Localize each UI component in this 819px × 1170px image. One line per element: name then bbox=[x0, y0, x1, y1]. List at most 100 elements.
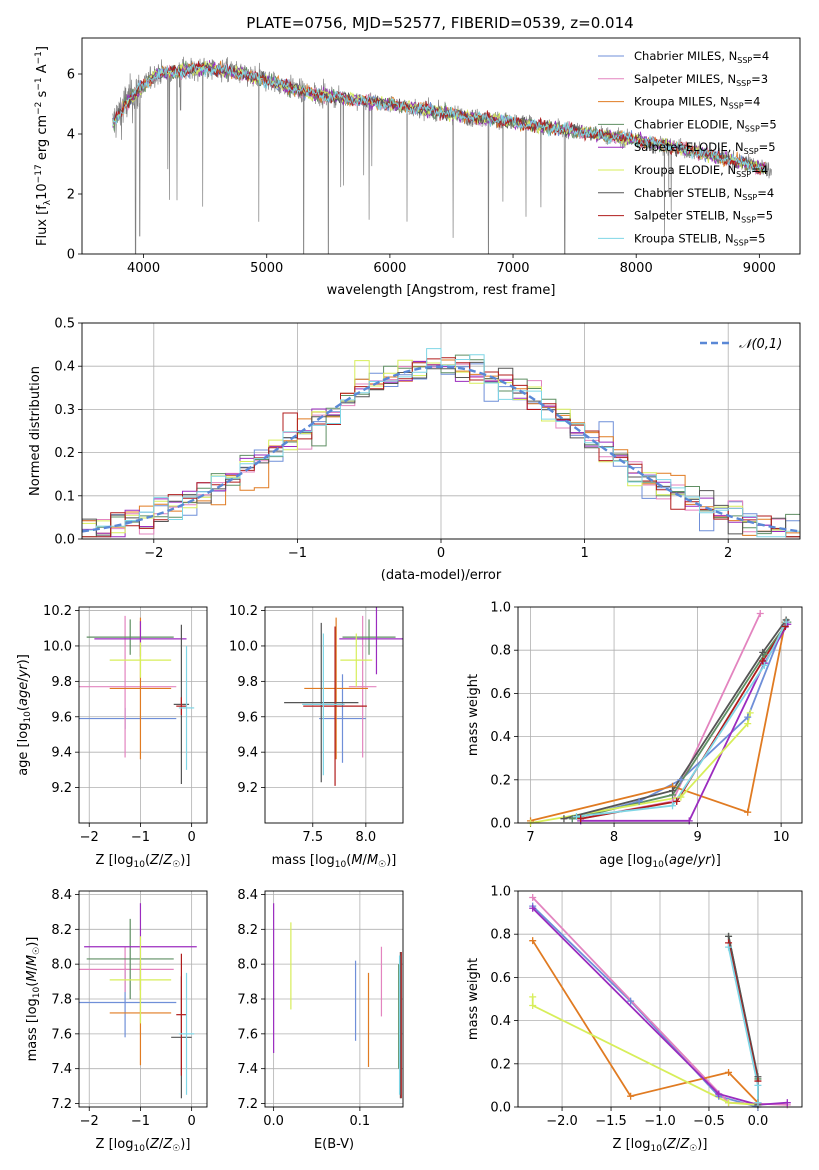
figure-title: PLATE=0756, MJD=52577, FIBERID=0539, z=0… bbox=[246, 14, 633, 32]
weight-marker-1-2 bbox=[756, 609, 764, 617]
plot-area bbox=[82, 348, 800, 538]
y-tick-label: 9.8 bbox=[51, 675, 72, 690]
y-tick-label: 7.2 bbox=[237, 1097, 258, 1112]
label-part: ☉ bbox=[172, 1144, 180, 1154]
y-tick-label: 8.4 bbox=[237, 888, 258, 903]
normal-reference-line bbox=[82, 365, 800, 533]
x-axis-label: (data-model)/error bbox=[381, 568, 502, 583]
weight-line-5 bbox=[531, 996, 758, 1106]
label-part: ☉ bbox=[689, 1144, 697, 1154]
y-tick-label: 8.0 bbox=[237, 958, 258, 973]
y-tick-label: 7.2 bbox=[51, 1097, 72, 1112]
weight-marker-5-1 bbox=[529, 1001, 537, 1009]
x-tick-label: 9 bbox=[693, 830, 701, 845]
x-tick-label: −1.5 bbox=[595, 1114, 627, 1129]
label-part: N bbox=[732, 209, 741, 223]
histogram-step-8 bbox=[82, 348, 800, 538]
label-part: age [log bbox=[599, 853, 652, 868]
x-tick-label: 5000 bbox=[250, 261, 283, 276]
label-part: N bbox=[735, 140, 744, 154]
label-part: A bbox=[35, 64, 50, 77]
x-axis-label: E(B-V) bbox=[314, 1137, 354, 1152]
weight-marker-8-1 bbox=[754, 1081, 762, 1089]
label-part: 10 bbox=[23, 711, 33, 723]
chart-mass-vs-ebv: 0.0 0.1 7.2 7.4 7.6 7.8 8.0 8.2 8.4 E(B-V) bbox=[237, 888, 404, 1152]
x-tick-label: −0.5 bbox=[693, 1114, 725, 1129]
chart-age-vs-z: −2 −1 09.29.49.69.810.010.2Z [log10(Z/Z☉)]… bbox=[16, 604, 208, 870]
label-part: ( bbox=[662, 1137, 667, 1152]
y-tick-label: 0.4 bbox=[54, 360, 75, 375]
y-tick-label: 2 bbox=[67, 188, 75, 203]
label-part: / bbox=[676, 1137, 681, 1152]
chart-weight-vs-z: −2.0 −1.5 −1.0 −0.5 0.0 0.0 0.2 0.4 0.6 0.8 1.0 mas… bbox=[466, 885, 803, 1154]
label-part: SSP bbox=[745, 124, 760, 133]
label-part: Salpeter MILES, bbox=[634, 72, 727, 86]
y-tick-label: 0.4 bbox=[490, 1014, 511, 1029]
y-axis-label: age [log10(age/yr)] bbox=[16, 654, 33, 776]
chart-residuals: −2 −1 0 1 2 0.0 0.1 0.2 0.3 0.4 0.5 𝒩(0,1) (data-mod… bbox=[28, 317, 801, 583]
label-part: Z bbox=[149, 1137, 160, 1152]
y-tick-label: 0.2 bbox=[490, 1057, 511, 1072]
x-tick-label: 0 bbox=[187, 830, 195, 845]
label-part: / bbox=[363, 853, 368, 868]
label-part: −1 bbox=[34, 77, 44, 90]
weight-marker-2-0 bbox=[529, 937, 537, 945]
label-part: 10 bbox=[32, 986, 42, 998]
label-part: ☉ bbox=[172, 860, 180, 870]
label-part: =4 bbox=[752, 49, 769, 63]
label-part: N bbox=[725, 231, 734, 245]
x-axis-label: Z [log10(Z/Z☉)] bbox=[613, 1137, 708, 1154]
label-part: λ bbox=[43, 199, 53, 205]
weight-marker-8-0 bbox=[725, 943, 733, 951]
label-part: SSP bbox=[741, 216, 756, 225]
legend-entry-5: Kroupa ELODIE, NSSP=4 bbox=[634, 163, 768, 179]
label-part: )] bbox=[697, 1137, 707, 1152]
label-part: s bbox=[35, 90, 50, 101]
axes-frame bbox=[517, 890, 803, 1108]
label-part: N bbox=[720, 95, 729, 109]
y-tick-label: 8.2 bbox=[51, 923, 72, 938]
label-part: )] bbox=[16, 654, 31, 664]
label-part: 10 bbox=[652, 860, 664, 870]
y-tick-label: 0.0 bbox=[54, 533, 75, 548]
y-tick-label: 8.2 bbox=[237, 923, 258, 938]
weight-line-8 bbox=[576, 621, 787, 818]
y-tick-label: 0.2 bbox=[490, 773, 511, 788]
x-tick-label: 0 bbox=[187, 1114, 195, 1129]
label-part: Z [log bbox=[96, 1137, 134, 1152]
y-axis-label: mass [log10(M/M☉)] bbox=[25, 937, 42, 1062]
y-tick-label: 0.8 bbox=[490, 928, 511, 943]
label-part: =4 bbox=[751, 163, 768, 177]
axes-frame bbox=[81, 37, 801, 255]
x-tick-label: 1 bbox=[580, 546, 588, 561]
label-part: Kroupa STELIB, bbox=[634, 231, 725, 245]
label-part: N bbox=[727, 72, 736, 86]
label-part: 10 bbox=[650, 1144, 662, 1154]
label-part: =3 bbox=[751, 72, 768, 86]
label-part: / bbox=[159, 1137, 164, 1152]
weight-line-5 bbox=[530, 712, 752, 823]
weight-marker-4-0 bbox=[529, 904, 537, 912]
weight-line-8 bbox=[727, 947, 759, 1103]
y-tick-label: 10.0 bbox=[43, 639, 72, 654]
label-part: Z bbox=[666, 1137, 677, 1152]
weight-marker-3-0 bbox=[568, 815, 576, 823]
x-tick-label: −1 bbox=[131, 830, 150, 845]
weight-marker-4-3 bbox=[783, 1099, 791, 1107]
label-part: / bbox=[25, 965, 40, 970]
label-part: M bbox=[351, 853, 362, 868]
label-part: erg cm bbox=[35, 115, 50, 164]
weight-marker-6-1 bbox=[669, 787, 677, 795]
y-tick-label: 10.2 bbox=[43, 604, 72, 619]
legend-entry-8: Kroupa STELIB, NSSP=5 bbox=[634, 231, 765, 247]
label-part: mass [log bbox=[272, 853, 335, 868]
x-tick-label: −1.0 bbox=[644, 1114, 676, 1129]
x-tick-label: 6000 bbox=[373, 261, 406, 276]
x-axis-label: Z [log10(Z/Z☉)] bbox=[96, 1137, 191, 1154]
x-tick-label: −2 bbox=[80, 830, 99, 845]
y-tick-label: 7.8 bbox=[237, 993, 258, 1008]
x-tick-label: 8.0 bbox=[356, 830, 377, 845]
x-tick-label: 7000 bbox=[496, 261, 529, 276]
y-tick-label: 4 bbox=[67, 128, 75, 143]
axes-frame bbox=[78, 606, 208, 824]
